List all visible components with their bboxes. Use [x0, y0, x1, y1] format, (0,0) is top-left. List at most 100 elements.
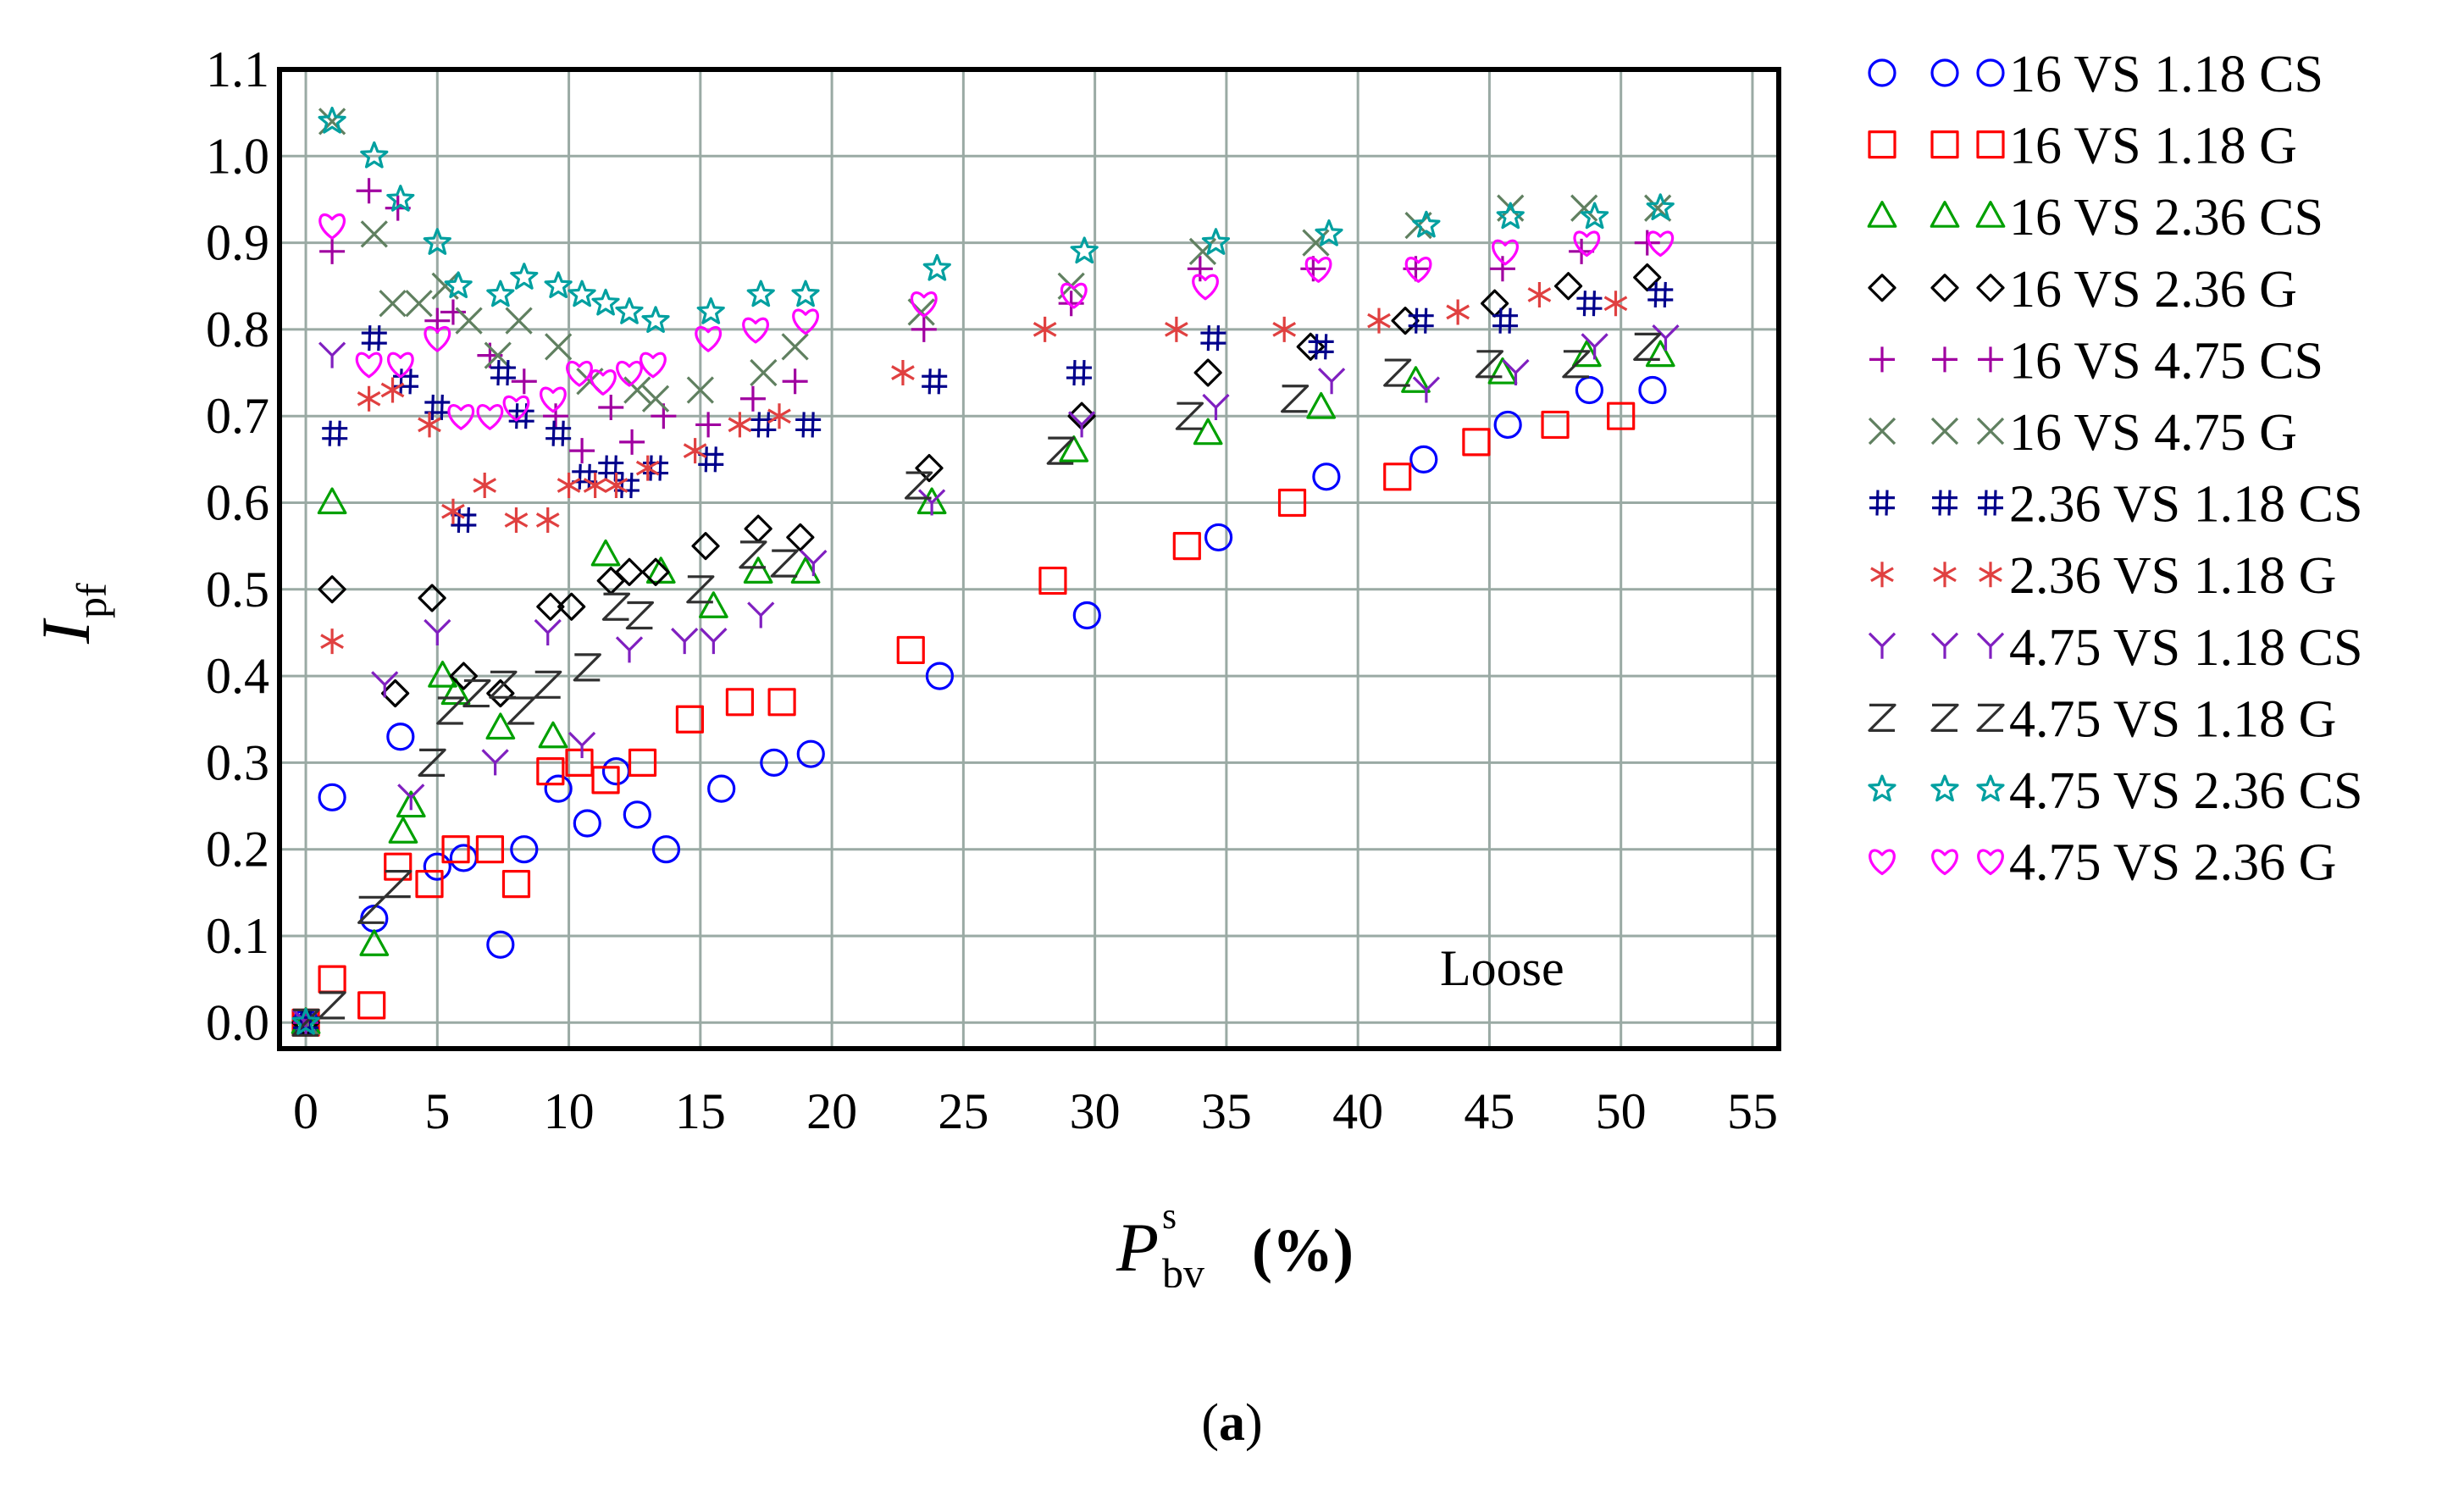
data-points	[291, 106, 1680, 1037]
data-point	[545, 333, 573, 361]
data-point	[371, 671, 399, 698]
y-tick-label: 0.6	[206, 475, 269, 531]
data-point	[1272, 316, 1297, 342]
legend-marker	[1868, 58, 1896, 87]
legend-item-2-36-vs-1-18-g: 2.36 VS 1.18 G	[1870, 547, 2336, 605]
legend-item-4-75-vs-1-18-g: 4.75 VS 1.18 G	[1868, 690, 2336, 748]
legend-marker	[1976, 774, 2005, 802]
data-point	[1302, 229, 1330, 257]
legend-marker	[1932, 490, 1957, 516]
data-point	[1281, 385, 1310, 413]
legend-marker	[1869, 490, 1895, 516]
legend-marker	[1978, 490, 2003, 516]
data-point	[1489, 256, 1515, 282]
legend-item-16-vs-2-36-cs: 16 VS 2.36 CS	[1867, 189, 2323, 246]
series-4-75-vs-2-36-g	[318, 213, 1675, 430]
legend-marker	[1930, 703, 1959, 733]
data-point	[1492, 307, 1519, 334]
data-point	[728, 412, 752, 438]
data-point	[1581, 333, 1609, 360]
data-point	[601, 592, 631, 621]
legend-marker	[1930, 417, 1959, 446]
data-point	[651, 835, 681, 864]
data-point	[572, 463, 598, 490]
data-point	[1408, 307, 1434, 334]
data-point	[1046, 436, 1075, 465]
data-point	[556, 473, 581, 499]
legend-marker	[1931, 849, 1958, 876]
data-point	[800, 549, 828, 577]
data-point	[1645, 340, 1675, 368]
legend-marker	[1930, 201, 1960, 228]
data-point	[473, 473, 497, 499]
data-point	[1383, 358, 1412, 387]
data-point	[1202, 393, 1230, 420]
x-tick-label: 25	[938, 1083, 988, 1139]
data-point	[619, 429, 645, 455]
legend-marker	[1930, 632, 1959, 659]
legend-label: 2.36 VS 1.18 G	[2009, 547, 2336, 605]
legend-label: 4.75 VS 2.36 G	[2009, 834, 2336, 892]
data-point	[534, 618, 562, 645]
x-tick-label: 15	[675, 1083, 726, 1139]
series-4-75-vs-1-18-cs	[291, 324, 1680, 1036]
data-point	[1633, 263, 1662, 292]
x-tick-label: 40	[1332, 1083, 1383, 1139]
data-point	[486, 930, 515, 959]
x-tick-label: 20	[806, 1083, 857, 1139]
data-point	[628, 748, 657, 778]
data-point	[616, 360, 643, 387]
data-point	[379, 290, 407, 318]
legend-marker	[1975, 201, 2006, 228]
data-point	[534, 670, 562, 699]
data-point	[770, 549, 799, 578]
data-point	[1581, 202, 1609, 230]
data-point	[598, 394, 624, 420]
y-tick-labels: 0.0 0.1 0.2 0.3 0.4 0.5 0.6 0.7 0.8 0.9 1.0 1.1	[206, 42, 269, 1050]
data-point	[1570, 194, 1598, 222]
y-tick-label: 0.0	[206, 994, 269, 1050]
data-point	[565, 748, 594, 778]
data-point	[742, 317, 769, 344]
y-tick-label: 0.7	[206, 388, 269, 444]
data-point	[1647, 281, 1674, 308]
x-tick-label: 55	[1727, 1083, 1778, 1139]
data-point	[449, 662, 478, 690]
legend-marker	[1930, 58, 1959, 87]
data-point	[615, 557, 644, 586]
data-point	[1072, 601, 1101, 630]
data-point	[544, 774, 573, 803]
legend-item-2-36-vs-1-18-cs: 2.36 VS 1.18 CS	[1869, 476, 2362, 534]
series-2-36-vs-1-18-cs	[293, 281, 1674, 1036]
data-point	[1193, 418, 1223, 446]
data-point	[356, 178, 382, 204]
data-point	[428, 661, 457, 688]
data-point	[623, 376, 651, 404]
data-point	[675, 705, 705, 734]
data-point	[699, 591, 728, 618]
data-point	[910, 291, 938, 318]
data-point	[696, 297, 725, 324]
data-point	[536, 757, 565, 786]
data-point	[725, 688, 755, 717]
data-point	[505, 307, 533, 335]
y-tick-label: 0.3	[206, 734, 269, 790]
data-point	[1638, 375, 1667, 405]
legend-marker	[1868, 274, 1896, 302]
data-point	[291, 1007, 320, 1035]
legend-marker	[1933, 562, 1957, 588]
data-point	[598, 455, 624, 481]
data-point	[891, 360, 915, 386]
data-point	[318, 991, 346, 1020]
data-point	[485, 712, 516, 740]
x-tick-label: 30	[1070, 1083, 1121, 1139]
y-tick-label: 0.9	[206, 215, 269, 271]
data-point	[911, 316, 937, 342]
data-point	[792, 308, 819, 335]
data-point	[1634, 230, 1660, 256]
data-point	[791, 280, 820, 307]
legend-label: 16 VS 4.75 CS	[2009, 332, 2323, 390]
legend-item-16-vs-1-18-g: 16 VS 1.18 G	[1868, 118, 2297, 175]
data-point	[397, 783, 425, 811]
data-point	[1315, 219, 1343, 246]
